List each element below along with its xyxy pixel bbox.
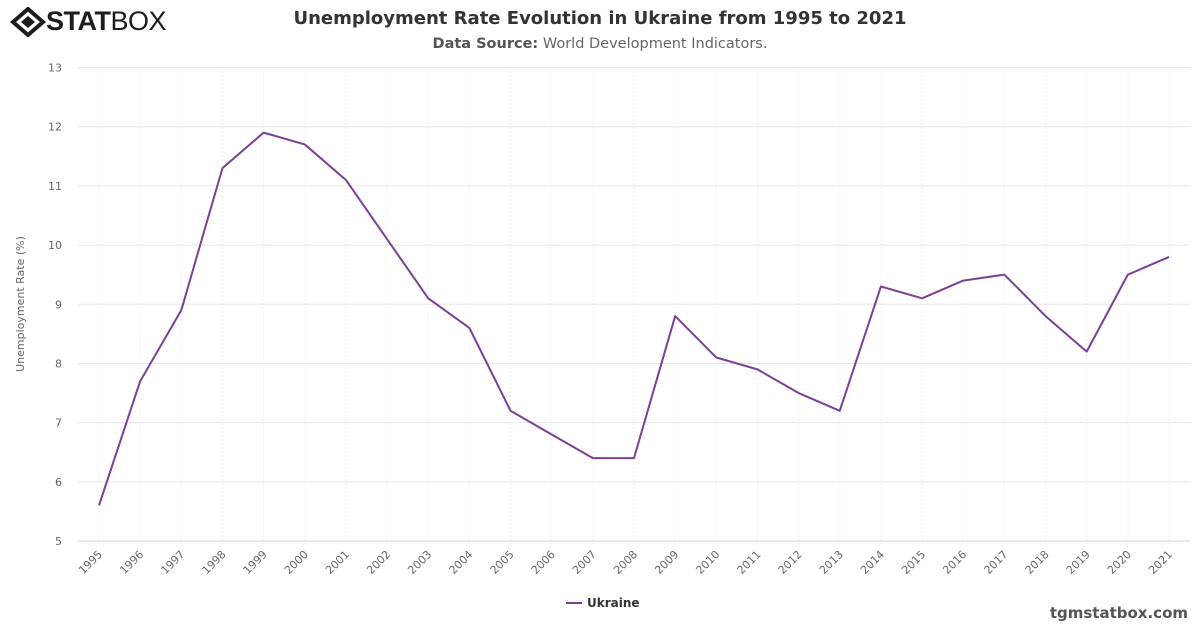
source-label: Data Source:: [432, 36, 539, 52]
y-tick-label: 6: [55, 476, 62, 489]
x-tick-label: 1999: [241, 548, 270, 577]
series-line-ukraine[interactable]: [98, 131, 1170, 506]
x-tick-label: 1998: [200, 548, 229, 577]
source-value: World Development Indicators.: [542, 36, 768, 52]
statbox-logo: STAT BOX: [10, 6, 167, 37]
x-tick-label: 2013: [817, 548, 846, 577]
y-tick-label: 10: [48, 239, 62, 252]
x-tick-label: 2000: [282, 548, 311, 577]
y-tick-label: 9: [55, 298, 62, 311]
x-tick-label: 2016: [940, 548, 969, 577]
x-tick-label: 2012: [776, 548, 805, 577]
diamond-logo-icon: [10, 6, 46, 37]
x-tick-label: 2001: [323, 548, 352, 577]
x-tick-label: 2017: [982, 548, 1011, 577]
x-tick-label: 2018: [1023, 548, 1052, 577]
x-tick-label: 2021: [1146, 548, 1175, 577]
y-tick-label: 11: [48, 180, 62, 193]
logo-text-bold: STAT: [46, 6, 111, 36]
x-tick-label: 2019: [1064, 548, 1093, 577]
chart-title: Unemployment Rate Evolution in Ukraine f…: [293, 8, 907, 29]
y-tick-label: 12: [48, 121, 62, 134]
y-tick-label: 7: [55, 417, 62, 430]
x-tick-label: 1996: [117, 548, 146, 577]
x-tick-label: 2010: [693, 548, 722, 577]
x-tick-label: 2014: [858, 548, 887, 577]
x-tick-label: 2015: [899, 548, 928, 577]
x-tick-label: 2005: [488, 548, 517, 577]
x-tick-label: 2007: [570, 548, 599, 577]
x-tick-label: 1997: [158, 548, 187, 577]
legend[interactable]: Ukraine: [566, 596, 640, 610]
legend-label[interactable]: Ukraine: [587, 596, 640, 610]
x-tick-label: 2011: [735, 548, 764, 577]
x-tick-label: 2002: [364, 548, 393, 577]
x-tick-label: 2006: [529, 548, 558, 577]
x-tick-label: 2004: [447, 548, 476, 577]
y-axis-label: Unemployment Rate (%): [14, 236, 27, 372]
y-tick-label: 5: [55, 535, 62, 548]
x-tick-label: 1995: [76, 548, 105, 577]
logo-text-light: BOX: [110, 6, 167, 36]
x-tick-label: 2008: [611, 548, 640, 577]
x-tick-label: 2003: [405, 548, 434, 577]
chart-subtitle: Data Source: World Development Indicator…: [0, 36, 1200, 52]
y-tick-label: 8: [55, 357, 62, 370]
x-tick-label: 2020: [1105, 548, 1134, 577]
watermark: tgmstatbox.com: [1049, 604, 1188, 622]
x-tick-label: 2009: [652, 548, 681, 577]
y-tick-label: 13: [48, 62, 62, 75]
